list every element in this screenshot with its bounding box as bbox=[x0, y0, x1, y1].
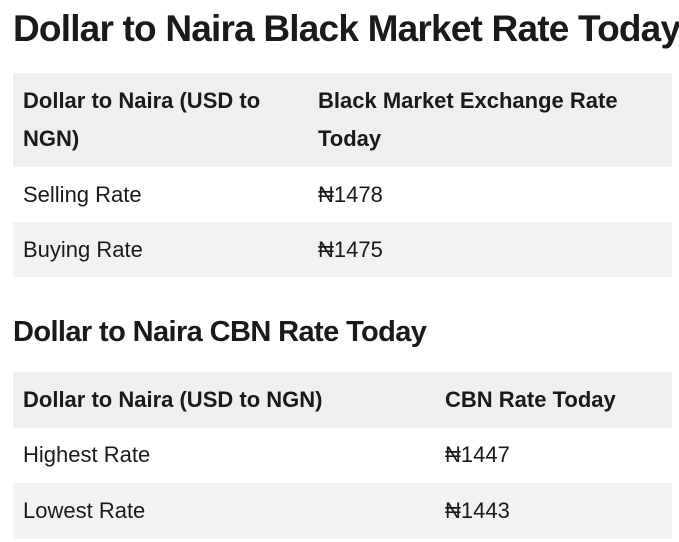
cell: ₦1475 bbox=[318, 236, 383, 262]
cell: Buying Rate bbox=[23, 236, 143, 262]
rate-table: Dollar to Naira (USD to NGN) CBN Rate To… bbox=[13, 372, 672, 539]
row: Lowest Rate ₦1443 bbox=[13, 483, 672, 539]
header-row: Dollar to Naira (USD to NGN) CBN Rate To… bbox=[13, 372, 672, 428]
row: Selling Rate ₦1478 bbox=[13, 167, 672, 222]
header-cell: Dollar to Naira (USD to NGN) bbox=[23, 88, 261, 151]
header-cell: Black Market Exchange Rate Today bbox=[318, 88, 618, 151]
cell: Highest Rate bbox=[23, 442, 151, 468]
header-row: Dollar to Naira (USD to NGN) Black Marke… bbox=[13, 73, 672, 167]
cell: Selling Rate bbox=[23, 181, 142, 207]
cell: ₦1447 bbox=[445, 442, 510, 468]
row: Buying Rate ₦1475 bbox=[13, 222, 672, 277]
cell: Lowest Rate bbox=[23, 497, 146, 523]
cell: ₦1443 bbox=[445, 497, 510, 523]
rate-table: Dollar to Naira (USD to NGN) Black Marke… bbox=[13, 73, 672, 277]
row: Highest Rate ₦1447 bbox=[13, 428, 672, 484]
header-cell: Dollar to Naira (USD to NGN) bbox=[23, 386, 323, 412]
section-title: Dollar to Naira Black Market Rate Today bbox=[13, 8, 679, 49]
cell: ₦1478 bbox=[318, 181, 383, 207]
section-title: Dollar to Naira CBN Rate Today bbox=[13, 316, 427, 348]
header-cell: CBN Rate Today bbox=[445, 386, 616, 412]
